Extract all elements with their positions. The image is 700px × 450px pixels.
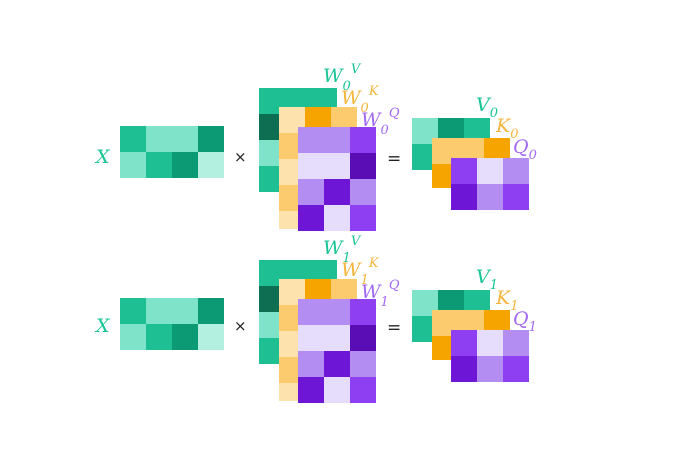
output-q-matrix [451, 330, 529, 382]
output-q-label: Q1 [513, 308, 537, 335]
weight-q-matrix [298, 127, 376, 231]
head-0-row: X × [94, 62, 537, 231]
weight-k-label: W1K [341, 256, 380, 288]
input-x-label: X [94, 315, 111, 337]
output-k-label: K0 [495, 115, 518, 142]
input-x-matrix [120, 298, 224, 350]
output-k-label: K1 [495, 287, 518, 314]
weight-q-label: W0Q [361, 106, 400, 138]
equals-operator: = [387, 318, 401, 338]
input-x-label: X [94, 146, 111, 168]
equals-operator: = [387, 149, 401, 169]
times-operator: × [234, 317, 247, 335]
output-v-label: V1 [476, 266, 498, 293]
weight-q-matrix [298, 299, 376, 403]
weight-v-label: W1V [323, 234, 362, 266]
weight-q-label: W1Q [361, 278, 400, 310]
input-x-matrix [120, 126, 224, 178]
weight-k-label: W0K [341, 84, 380, 116]
output-q-label: Q0 [513, 136, 537, 163]
times-operator: × [234, 148, 247, 166]
weight-v-label: W0V [323, 62, 362, 94]
output-v-label: V0 [476, 94, 498, 121]
output-q-matrix [451, 158, 529, 210]
head-1-row: X × [94, 234, 537, 403]
